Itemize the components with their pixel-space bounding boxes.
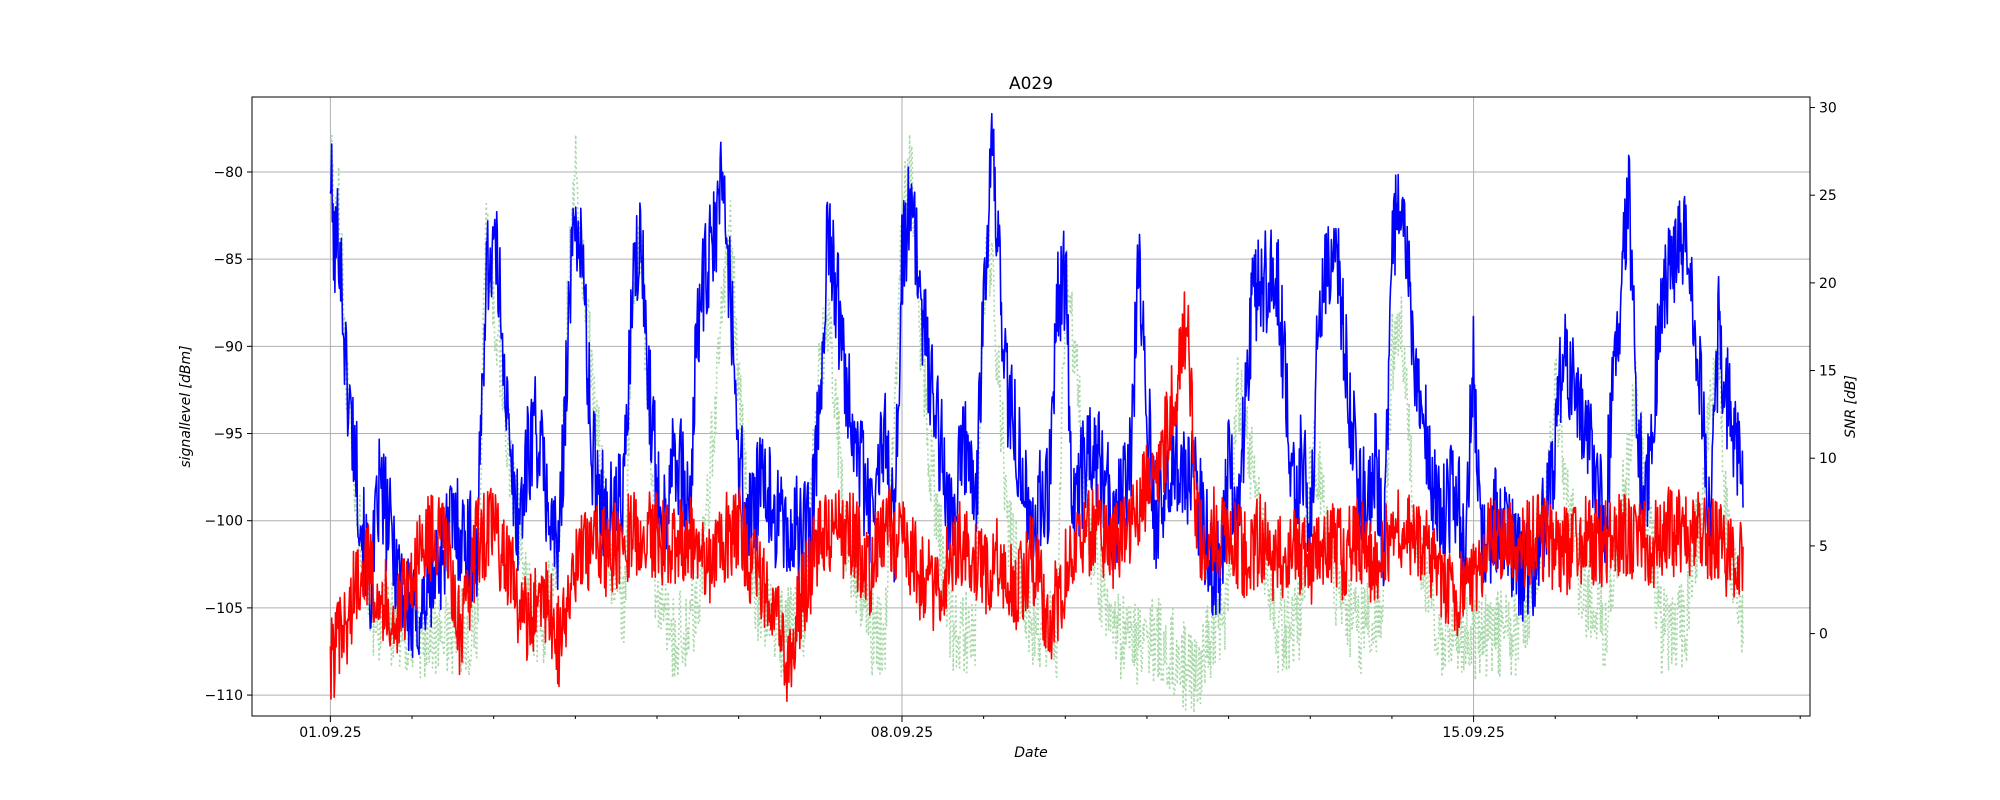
y-tick-label-left: −80 (213, 165, 243, 181)
bottom-axis: 01.09.25 08.09.25 15.09.25 (299, 716, 1801, 741)
x-axis-label: Date (1014, 745, 1047, 761)
plot-frame (251, 96, 1811, 717)
y-tick-label-right: 30 (1819, 101, 1837, 117)
series-line-noise (329, 291, 1744, 703)
y-axis-label-right: SNR [dB] (1843, 375, 1859, 438)
y-tick-label-left: −95 (213, 427, 243, 443)
y-axis-label-left: signallevel [dBm] (178, 345, 194, 467)
y-tick-label-right: 0 (1819, 627, 1828, 643)
y-tick-label-left: −100 (205, 514, 243, 530)
series-layer (329, 112, 1744, 714)
y-tick-label-right: 25 (1819, 188, 1837, 204)
right-axis: 30 25 20 15 10 5 0 (1810, 101, 1837, 643)
x-tick-label: 01.09.25 (299, 725, 361, 741)
y-tick-label-left: −110 (205, 688, 243, 704)
y-tick-label-right: 20 (1819, 276, 1837, 292)
left-axis: −80 −85 −90 −95 −100 −105 −110 (205, 165, 252, 704)
y-tick-label-right: 5 (1819, 539, 1828, 555)
y-tick-label-left: −85 (213, 252, 243, 268)
x-tick-label: 08.09.25 (871, 725, 933, 741)
y-tick-label-right: 10 (1819, 451, 1837, 467)
chart-title: A029 (1009, 74, 1053, 94)
y-tick-label-left: −105 (205, 601, 243, 617)
y-tick-label-right: 15 (1819, 364, 1837, 380)
x-tick-label: 15.09.25 (1442, 725, 1504, 741)
y-tick-label-left: −90 (213, 339, 243, 355)
